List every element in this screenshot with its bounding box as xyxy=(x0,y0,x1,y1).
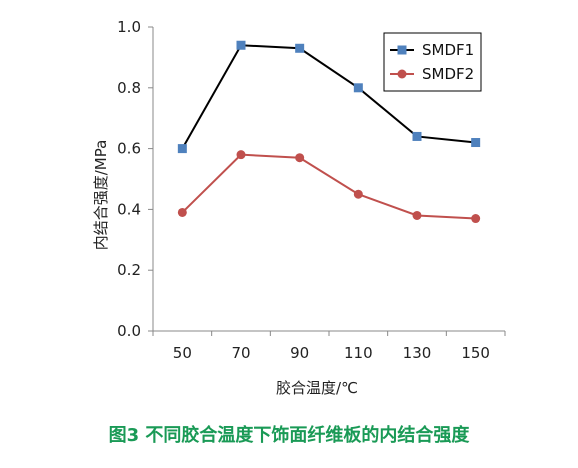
y-tick-label: 1.0 xyxy=(117,18,141,36)
x-axis-label: 胶合温度/℃ xyxy=(276,379,358,397)
legend-item-SMDF2: SMDF2 xyxy=(390,65,474,83)
data-point xyxy=(412,210,422,220)
figure-caption: 图3 不同胶合温度下饰面纤维板的内结合强度 xyxy=(109,424,471,446)
x-tick-label: 70 xyxy=(231,344,250,362)
data-point xyxy=(353,189,363,199)
data-point xyxy=(177,207,187,217)
legend-marker xyxy=(397,69,407,79)
series-line xyxy=(181,44,476,150)
series-SMDF2 xyxy=(177,150,481,224)
series-SMDF1 xyxy=(177,40,481,154)
x-tick-label: 150 xyxy=(461,344,490,362)
data-point xyxy=(236,40,246,50)
data-point xyxy=(412,131,422,141)
axes: 0.0 0.2 0.4 0.6 0.8 1.0 50 70 90 110 130 150 xyxy=(117,18,506,362)
x-tick-label: 130 xyxy=(403,344,432,362)
data-point xyxy=(295,153,305,163)
y-tick-label: 0.2 xyxy=(117,261,141,279)
x-tick-label: 90 xyxy=(290,344,309,362)
legend: SMDF1 SMDF2 xyxy=(383,32,482,92)
series-lines xyxy=(177,40,481,224)
x-tick-label: 110 xyxy=(344,344,373,362)
y-tick-label: 0.4 xyxy=(117,200,141,218)
legend-marker xyxy=(397,45,407,55)
data-point xyxy=(177,144,187,154)
legend-label: SMDF1 xyxy=(422,41,474,59)
data-point xyxy=(471,214,481,224)
data-point xyxy=(236,150,246,160)
legend-item-SMDF1: SMDF1 xyxy=(390,41,474,59)
y-tick-label: 0.8 xyxy=(117,79,141,97)
data-point xyxy=(295,43,305,53)
y-tick-label: 0.0 xyxy=(117,322,141,340)
x-tick-label: 50 xyxy=(173,344,192,362)
data-point xyxy=(353,83,363,93)
data-point xyxy=(471,138,481,148)
series-line xyxy=(181,153,476,220)
legend-box xyxy=(383,32,482,92)
legend-label: SMDF2 xyxy=(422,65,474,83)
y-axis-label: 内结合强度/MPa xyxy=(92,140,110,251)
y-tick-label: 0.6 xyxy=(117,140,141,158)
